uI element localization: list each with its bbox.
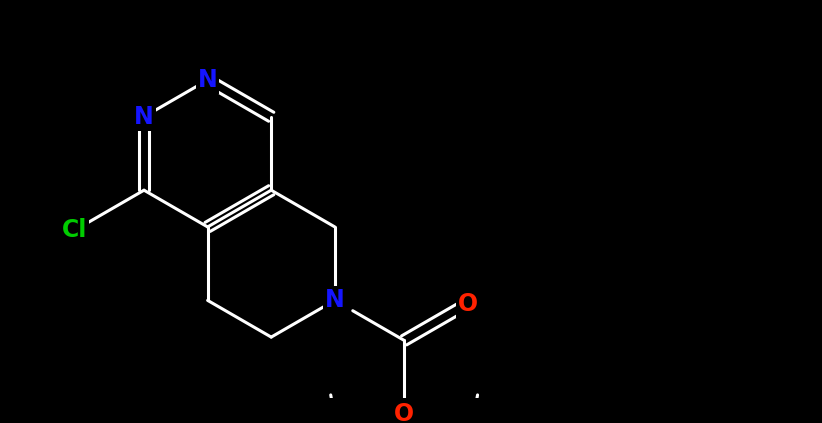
Text: N: N	[325, 288, 344, 312]
Text: Cl: Cl	[62, 218, 87, 242]
Text: O: O	[394, 402, 414, 423]
Text: N: N	[134, 105, 154, 129]
Text: N: N	[198, 68, 218, 92]
Text: O: O	[458, 292, 478, 316]
